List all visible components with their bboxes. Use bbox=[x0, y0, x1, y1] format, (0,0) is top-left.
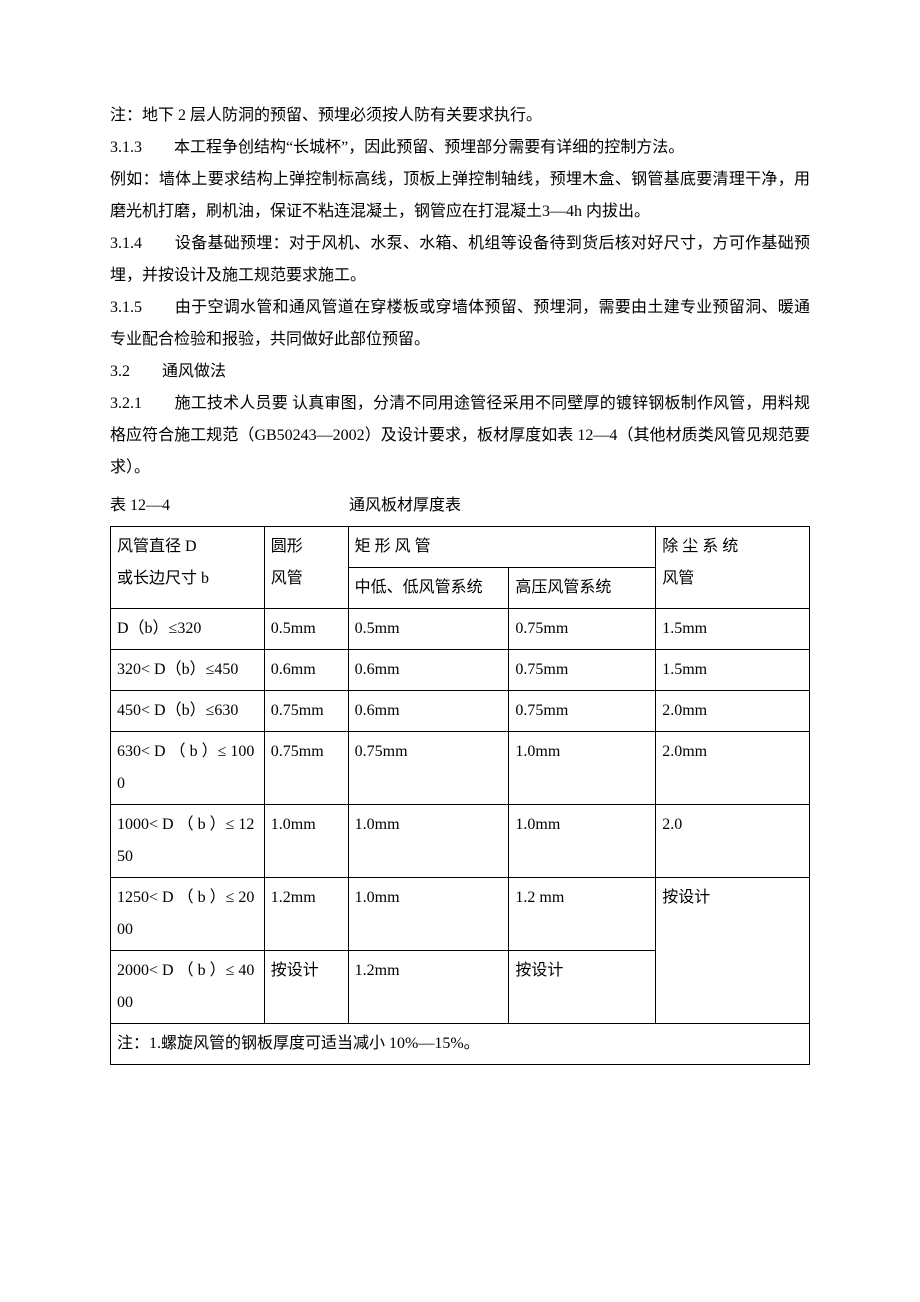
cell-c2: 0.75mm bbox=[264, 691, 348, 732]
cell-c4: 1.0mm bbox=[509, 732, 656, 805]
cell-c3: 1.2mm bbox=[348, 951, 509, 1024]
cell-c4: 按设计 bbox=[509, 951, 656, 1024]
note-underground: 注：地下 2 层人防洞的预留、预埋必须按人防有关要求执行。 bbox=[110, 100, 810, 132]
table-caption: 表 12—4 通风板材厚度表 bbox=[110, 490, 810, 522]
cell-c4: 1.0mm bbox=[509, 805, 656, 878]
cell-c3: 0.6mm bbox=[348, 691, 509, 732]
table-title: 通风板材厚度表 bbox=[349, 490, 461, 522]
section-3-1-4: 3.1.4 设备基础预埋：对于风机、水泵、水箱、机组等设备待到货后核对好尺寸，方… bbox=[110, 228, 810, 292]
table-row: 1250< D （ b ）≤ 2000 1.2mm 1.0mm 1.2 mm 按… bbox=[111, 878, 810, 951]
table-row: 450< D（b）≤630 0.75mm 0.6mm 0.75mm 2.0mm bbox=[111, 691, 810, 732]
cell-c5: 2.0 bbox=[656, 805, 810, 878]
cell-c2: 按设计 bbox=[264, 951, 348, 1024]
cell-c1: 1000< D （ b ）≤ 1250 bbox=[111, 805, 265, 878]
section-3-2: 3.2 通风做法 bbox=[110, 356, 810, 388]
cell-c1: 320< D（b）≤450 bbox=[111, 650, 265, 691]
cell-c4: 1.2 mm bbox=[509, 878, 656, 951]
section-3-1-5: 3.1.5 由于空调水管和通风管道在穿楼板或穿墙体预留、预埋洞，需要由土建专业预… bbox=[110, 292, 810, 356]
cell-c3: 0.5mm bbox=[348, 609, 509, 650]
header-col3: 中低、低风管系统 bbox=[348, 568, 509, 609]
section-3-2-1: 3.2.1 施工技术人员要 认真审图，分清不同用途管径采用不同壁厚的镀锌钢板制作… bbox=[110, 388, 810, 484]
cell-c5: 1.5mm bbox=[656, 650, 810, 691]
cell-c2: 0.6mm bbox=[264, 650, 348, 691]
thickness-table: 风管直径 D 或长边尺寸 b 圆形 风管 矩 形 风 管 除 尘 系 统 风管 … bbox=[110, 526, 810, 1065]
cell-c5: 1.5mm bbox=[656, 609, 810, 650]
header-col2: 圆形 风管 bbox=[264, 527, 348, 609]
cell-c5: 按设计 bbox=[656, 878, 810, 1024]
table-row: D（b）≤320 0.5mm 0.5mm 0.75mm 1.5mm bbox=[111, 609, 810, 650]
table-row: 630< D （ b ）≤ 1000 0.75mm 0.75mm 1.0mm 2… bbox=[111, 732, 810, 805]
cell-c3: 0.75mm bbox=[348, 732, 509, 805]
cell-c1: 2000< D （ b ）≤ 4000 bbox=[111, 951, 265, 1024]
table-header-row-1: 风管直径 D 或长边尺寸 b 圆形 风管 矩 形 风 管 除 尘 系 统 风管 bbox=[111, 527, 810, 568]
section-3-1-3: 3.1.3 本工程争创结构“长城杯”，因此预留、预埋部分需要有详细的控制方法。 bbox=[110, 132, 810, 164]
cell-c3: 1.0mm bbox=[348, 878, 509, 951]
cell-c3: 1.0mm bbox=[348, 805, 509, 878]
header-col5: 除 尘 系 统 风管 bbox=[656, 527, 810, 609]
cell-c1: D（b）≤320 bbox=[111, 609, 265, 650]
cell-c2: 1.2mm bbox=[264, 878, 348, 951]
header-col34-top: 矩 形 风 管 bbox=[348, 527, 656, 568]
cell-c4: 0.75mm bbox=[509, 691, 656, 732]
cell-c1: 450< D（b）≤630 bbox=[111, 691, 265, 732]
section-3-1-3-example: 例如：墙体上要求结构上弹控制标高线，顶板上弹控制轴线，预埋木盒、钢管基底要清理干… bbox=[110, 164, 810, 228]
cell-c2: 0.5mm bbox=[264, 609, 348, 650]
cell-c5: 2.0mm bbox=[656, 691, 810, 732]
cell-c1: 1250< D （ b ）≤ 2000 bbox=[111, 878, 265, 951]
cell-c3: 0.6mm bbox=[348, 650, 509, 691]
table-footnote: 注：1.螺旋风管的钢板厚度可适当减小 10%—15%。 bbox=[111, 1024, 810, 1065]
table-row: 1000< D （ b ）≤ 1250 1.0mm 1.0mm 1.0mm 2.… bbox=[111, 805, 810, 878]
header-col1: 风管直径 D 或长边尺寸 b bbox=[111, 527, 265, 609]
table-number: 表 12—4 bbox=[110, 490, 170, 522]
cell-c4: 0.75mm bbox=[509, 650, 656, 691]
cell-c2: 1.0mm bbox=[264, 805, 348, 878]
cell-c1: 630< D （ b ）≤ 1000 bbox=[111, 732, 265, 805]
cell-c4: 0.75mm bbox=[509, 609, 656, 650]
cell-c2: 0.75mm bbox=[264, 732, 348, 805]
cell-c5: 2.0mm bbox=[656, 732, 810, 805]
header-col4: 高压风管系统 bbox=[509, 568, 656, 609]
table-row: 320< D（b）≤450 0.6mm 0.6mm 0.75mm 1.5mm bbox=[111, 650, 810, 691]
table-footnote-row: 注：1.螺旋风管的钢板厚度可适当减小 10%—15%。 bbox=[111, 1024, 810, 1065]
